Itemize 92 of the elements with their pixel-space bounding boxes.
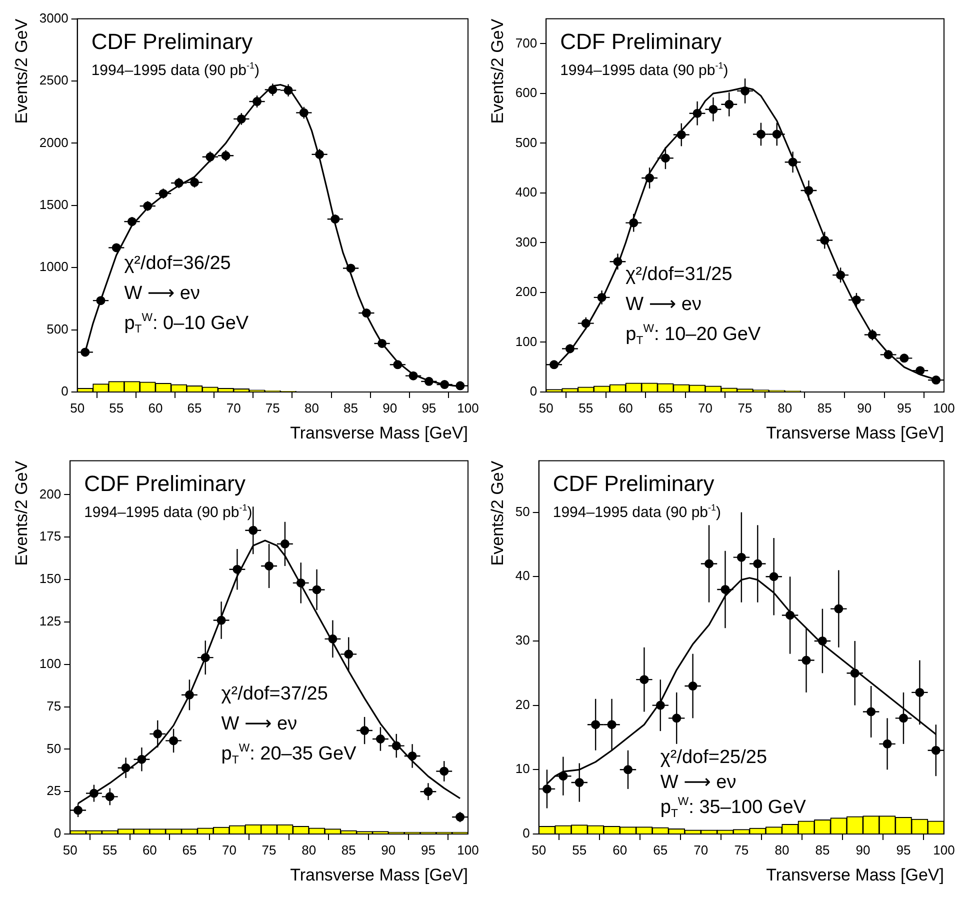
x-tick-label: 75 xyxy=(734,842,749,858)
x-tick-label: 60 xyxy=(612,842,628,858)
x-tick-label: 95 xyxy=(896,842,911,858)
annotation: W ⟶ eν xyxy=(221,714,298,735)
x-tick-label: 85 xyxy=(815,842,830,858)
text: CDF Preliminary xyxy=(91,28,253,54)
y-axis-title: Events/2 GeV xyxy=(12,18,31,124)
x-tick-label: 80 xyxy=(304,400,319,416)
x-tick-label: 85 xyxy=(344,400,358,416)
y-tick-label: 2000 xyxy=(39,134,68,150)
text: CDF Preliminary xyxy=(84,470,246,496)
annotation: W ⟶ eν xyxy=(124,282,200,304)
y-tick-label: 30 xyxy=(515,632,530,648)
x-tick-label: 95 xyxy=(422,400,436,416)
x-tick-label: 90 xyxy=(381,842,396,858)
y-tick-label: 3000 xyxy=(39,10,68,26)
y-axis-title: Events/2 GeV xyxy=(12,460,31,566)
x-tick-label: 65 xyxy=(653,842,668,858)
y-tick-label: 40 xyxy=(515,568,530,584)
annotation: χ²/dof=36/25 xyxy=(124,252,231,274)
x-tick-label: 80 xyxy=(302,842,316,858)
y-tick-label: 2500 xyxy=(39,72,68,88)
x-tick-label: 50 xyxy=(538,400,554,416)
y-tick-label: 20 xyxy=(515,696,530,712)
y-tick-label: 0 xyxy=(530,384,538,399)
x-tick-label: 85 xyxy=(817,400,832,416)
x-tick-label: 100 xyxy=(933,400,955,416)
x-tick-label: 85 xyxy=(341,842,356,858)
x-tick-label: 90 xyxy=(382,400,398,416)
text: CDF Preliminary xyxy=(552,470,714,496)
y-tick-label: 200 xyxy=(39,486,62,502)
x-tick-label: 70 xyxy=(226,400,241,416)
x-tick-label: 95 xyxy=(896,400,912,416)
y-tick-label: 1000 xyxy=(39,259,68,274)
x-tick-label: 55 xyxy=(578,400,594,416)
y-tick-label: 700 xyxy=(515,35,538,50)
y-tick-label: 10 xyxy=(515,761,530,776)
x-tick-label: 60 xyxy=(618,400,633,416)
x-tick-label: 95 xyxy=(420,842,436,858)
y-tick-label: 100 xyxy=(515,334,538,349)
y-tick-label: 200 xyxy=(515,284,538,300)
y-tick-label: 25 xyxy=(46,783,62,798)
y-tick-label: 175 xyxy=(39,528,62,544)
x-tick-label: 90 xyxy=(857,400,872,416)
y-tick-label: 300 xyxy=(515,234,538,250)
x-tick-label: 90 xyxy=(856,842,870,858)
x-axis-title: Transverse Mass [GeV] xyxy=(290,865,468,884)
y-tick-label: 75 xyxy=(46,698,62,714)
annotation: W ⟶ eν xyxy=(626,294,702,316)
y-tick-label: 125 xyxy=(39,614,62,629)
x-axis-title: Transverse Mass [GeV] xyxy=(766,865,944,884)
x-tick-label: 75 xyxy=(262,842,276,858)
x-tick-label: 60 xyxy=(142,842,157,858)
annotation: χ²/dof=37/25 xyxy=(221,684,328,705)
x-tick-label: 60 xyxy=(148,400,163,416)
y-tick-label: 100 xyxy=(39,656,62,671)
x-tick-label: 55 xyxy=(102,842,118,858)
y-tick-label: 500 xyxy=(46,321,68,336)
text: CDF Preliminary xyxy=(560,28,722,54)
y-axis-title: Events/2 GeV xyxy=(488,18,507,124)
x-tick-label: 75 xyxy=(738,400,752,416)
x-tick-label: 70 xyxy=(694,842,708,858)
x-tick-label: 55 xyxy=(572,842,587,858)
x-tick-label: 55 xyxy=(109,400,124,416)
y-tick-label: 0 xyxy=(61,384,68,399)
x-tick-label: 80 xyxy=(774,842,790,858)
x-axis-title: Transverse Mass [GeV] xyxy=(290,423,468,442)
y-tick-label: 50 xyxy=(46,740,62,756)
y-tick-label: 600 xyxy=(515,85,538,100)
x-tick-label: 70 xyxy=(222,842,236,858)
x-tick-label: 65 xyxy=(658,400,673,416)
y-tick-label: 400 xyxy=(515,184,538,200)
y-tick-label: 50 xyxy=(515,504,530,519)
y-tick-label: 0 xyxy=(54,826,62,841)
x-tick-label: 100 xyxy=(457,400,479,416)
x-tick-label: 100 xyxy=(933,842,955,858)
x-tick-label: 50 xyxy=(70,400,85,416)
x-tick-label: 65 xyxy=(187,400,202,416)
y-tick-label: 500 xyxy=(515,134,538,150)
annotation: W ⟶ eν xyxy=(660,772,736,794)
y-tick-label: 150 xyxy=(39,571,62,586)
y-tick-label: 0 xyxy=(522,826,530,841)
x-tick-label: 80 xyxy=(778,400,792,416)
x-tick-label: 65 xyxy=(182,842,197,858)
x-tick-label: 70 xyxy=(698,400,712,416)
y-axis-title: Events/2 GeV xyxy=(488,460,507,566)
x-tick-label: 75 xyxy=(265,400,280,416)
x-axis-title: Transverse Mass [GeV] xyxy=(766,423,944,442)
annotation: χ²/dof=31/25 xyxy=(626,264,732,286)
y-tick-label: 1500 xyxy=(39,196,68,212)
x-tick-label: 100 xyxy=(457,842,479,858)
annotation: χ²/dof=25/25 xyxy=(660,747,768,768)
